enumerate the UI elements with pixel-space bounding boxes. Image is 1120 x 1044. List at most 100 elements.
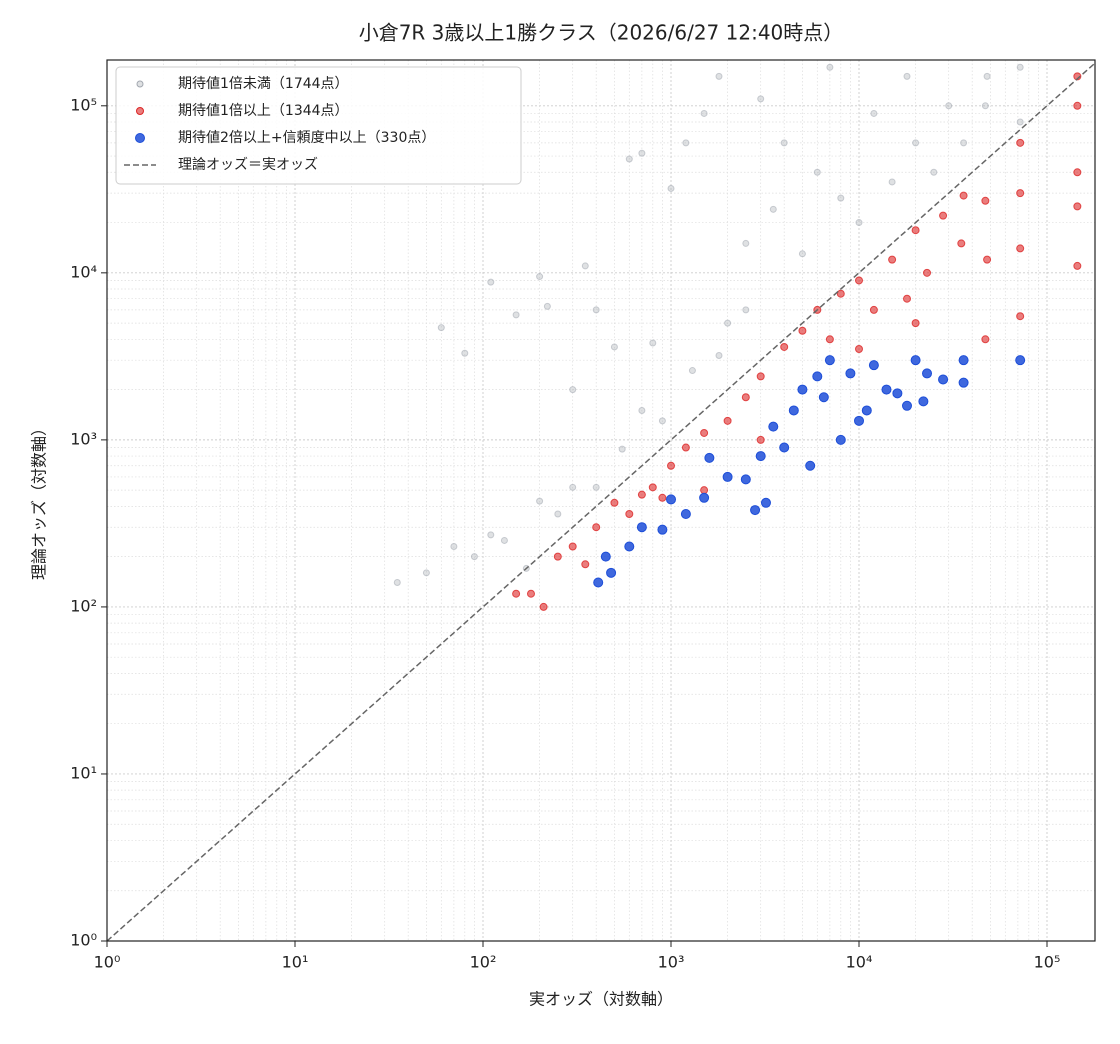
point — [779, 442, 790, 453]
point — [1016, 63, 1024, 71]
point — [543, 302, 551, 310]
point — [958, 355, 969, 366]
legend-marker — [136, 80, 144, 88]
y-tick-label: 10³ — [70, 429, 97, 448]
point — [798, 326, 807, 335]
point — [945, 102, 953, 110]
point — [892, 388, 903, 399]
point — [638, 406, 646, 414]
point — [487, 531, 495, 539]
point — [1016, 118, 1024, 126]
point — [682, 139, 690, 147]
point — [592, 483, 600, 491]
point — [918, 396, 929, 407]
point — [592, 523, 601, 532]
point — [680, 508, 691, 519]
point — [569, 386, 577, 394]
point — [536, 273, 544, 281]
point — [512, 311, 520, 319]
point — [581, 262, 589, 270]
point — [797, 384, 808, 395]
x-tick-label: 10⁴ — [846, 953, 873, 972]
point — [760, 497, 771, 508]
x-tick-label: 10² — [470, 953, 497, 972]
y-axis-label: 理論オッズ（対数軸） — [30, 420, 49, 580]
point — [825, 335, 834, 344]
point — [667, 184, 675, 192]
point — [780, 139, 788, 147]
point — [610, 343, 618, 351]
y-tick-label: 10² — [70, 596, 97, 615]
point — [600, 551, 611, 562]
point — [901, 400, 912, 411]
point — [768, 421, 779, 432]
point — [912, 139, 920, 147]
point — [1016, 244, 1025, 253]
point — [813, 168, 821, 176]
point — [870, 109, 878, 117]
point — [688, 367, 696, 375]
point — [1073, 101, 1082, 110]
point — [788, 405, 799, 416]
point — [648, 483, 657, 492]
point — [981, 196, 990, 205]
point — [930, 168, 938, 176]
point — [888, 178, 896, 186]
x-axis-label: 実オッズ（対数軸） — [529, 990, 673, 1009]
point — [704, 452, 715, 463]
point — [1073, 261, 1082, 270]
point — [637, 490, 646, 499]
point — [512, 589, 521, 598]
point — [888, 255, 897, 264]
point — [824, 355, 835, 366]
point — [939, 211, 948, 220]
point — [487, 278, 495, 286]
point — [957, 239, 966, 248]
point — [903, 72, 911, 80]
point — [854, 415, 865, 426]
x-tick-label: 10⁵ — [1034, 953, 1061, 972]
point — [741, 393, 750, 402]
point — [470, 553, 478, 561]
point — [581, 560, 590, 569]
legend-marker — [136, 107, 144, 115]
point — [938, 374, 949, 385]
legend-label: 期待値1倍未満（1744点） — [178, 76, 349, 92]
plot-frame — [106, 59, 1096, 942]
point — [742, 306, 750, 314]
point — [836, 289, 845, 298]
point — [636, 522, 647, 533]
point — [569, 483, 577, 491]
point — [812, 371, 823, 382]
point — [756, 372, 765, 381]
point — [422, 569, 430, 577]
point — [756, 435, 765, 444]
point — [983, 255, 992, 264]
point — [837, 194, 845, 202]
point — [722, 471, 733, 482]
point — [618, 445, 626, 453]
point — [1016, 138, 1025, 147]
point — [723, 416, 732, 425]
point — [667, 461, 676, 470]
legend-label: 期待値2倍以上+信頼度中以上（330点） — [178, 130, 435, 146]
point — [845, 368, 856, 379]
y-tick-label: 10⁰ — [70, 931, 97, 950]
point — [700, 109, 708, 117]
point — [536, 497, 544, 505]
point — [658, 417, 666, 425]
point — [922, 368, 933, 379]
point — [526, 589, 535, 598]
point — [1016, 189, 1025, 198]
point — [757, 95, 765, 103]
point — [437, 324, 445, 332]
point — [610, 498, 619, 507]
point — [981, 335, 990, 344]
legend-marker — [135, 133, 145, 143]
reference-line — [106, 62, 1096, 942]
point — [835, 434, 846, 445]
x-tick-label: 10¹ — [282, 953, 309, 972]
point — [740, 474, 751, 485]
point — [593, 577, 604, 588]
